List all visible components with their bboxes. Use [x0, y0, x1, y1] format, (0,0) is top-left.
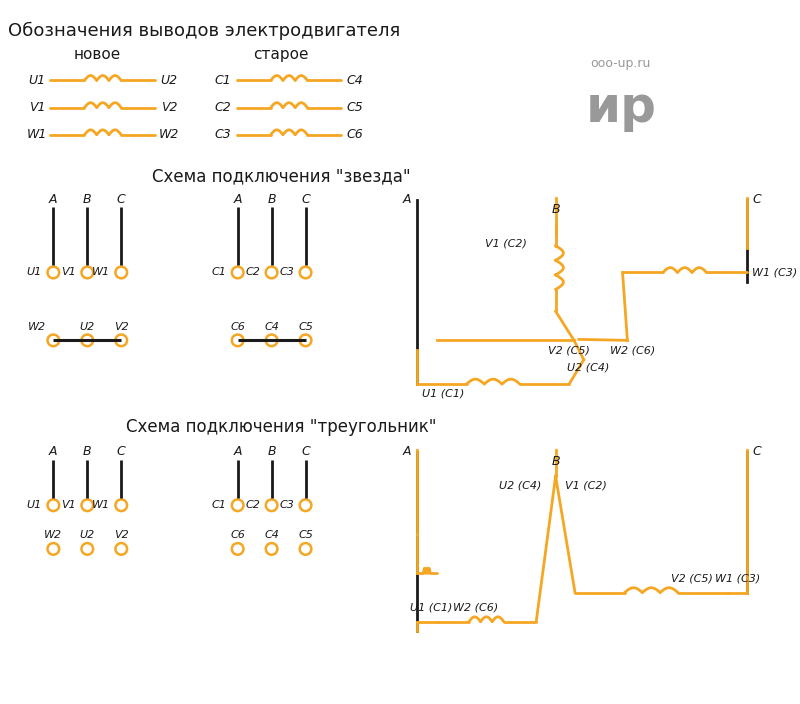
Text: C6: C6 [346, 128, 363, 142]
Text: W1: W1 [91, 501, 110, 510]
Text: B: B [267, 193, 276, 206]
Text: U1: U1 [28, 74, 46, 87]
Text: B: B [551, 455, 560, 468]
Text: Схема подключения "звезда": Схема подключения "звезда" [152, 168, 410, 186]
Text: A: A [234, 446, 242, 458]
Text: U2 (C4): U2 (C4) [567, 363, 610, 372]
Text: V2: V2 [114, 322, 129, 332]
Text: U1: U1 [26, 268, 42, 277]
Text: старое: старое [254, 47, 309, 63]
Text: B: B [83, 193, 92, 206]
Text: A: A [234, 193, 242, 206]
Text: C4: C4 [264, 530, 279, 541]
Text: C6: C6 [230, 322, 245, 332]
Text: A: A [49, 193, 58, 206]
Text: W1: W1 [91, 268, 110, 277]
Text: U1: U1 [26, 501, 42, 510]
Text: C5: C5 [298, 530, 313, 541]
Text: C1: C1 [211, 268, 226, 277]
Text: A: A [402, 193, 411, 206]
Text: V2: V2 [161, 101, 177, 114]
Text: ooo-up.ru: ooo-up.ru [590, 58, 651, 70]
Text: новое: новое [74, 47, 121, 63]
Text: B: B [83, 446, 92, 458]
Text: C: C [753, 193, 762, 206]
Text: V2 (C5): V2 (C5) [671, 573, 713, 583]
Text: V1: V1 [29, 101, 45, 114]
Text: W1 (C3): W1 (C3) [714, 573, 760, 583]
Text: A: A [402, 446, 411, 458]
Text: V1 (C2): V1 (C2) [485, 239, 526, 249]
Text: W2: W2 [158, 128, 179, 142]
Text: C1: C1 [214, 74, 231, 87]
Text: B: B [551, 203, 560, 216]
Text: C2: C2 [245, 268, 260, 277]
Text: C2: C2 [214, 101, 231, 114]
Text: C3: C3 [214, 128, 231, 142]
Text: U1 (C1): U1 (C1) [410, 602, 453, 612]
Text: Обозначения выводов электродвигателя: Обозначения выводов электродвигателя [8, 23, 400, 40]
Text: U1 (C1): U1 (C1) [422, 389, 464, 398]
Text: V1 (C2): V1 (C2) [566, 481, 607, 491]
Text: B: B [267, 446, 276, 458]
Text: C5: C5 [346, 101, 363, 114]
Text: U2: U2 [80, 530, 95, 541]
Text: U2 (C4): U2 (C4) [498, 481, 541, 491]
Text: C6: C6 [230, 530, 245, 541]
Text: C1: C1 [211, 501, 226, 510]
Text: V1: V1 [61, 501, 76, 510]
Text: C2: C2 [245, 501, 260, 510]
Text: W2 (C6): W2 (C6) [610, 345, 655, 355]
Text: C4: C4 [346, 74, 363, 87]
Text: C3: C3 [279, 268, 294, 277]
Text: C3: C3 [279, 501, 294, 510]
Text: C: C [301, 446, 310, 458]
Text: C: C [117, 446, 126, 458]
Text: U2: U2 [160, 74, 178, 87]
Text: C: C [117, 193, 126, 206]
Text: A: A [49, 446, 58, 458]
Text: W1 (C3): W1 (C3) [752, 268, 797, 277]
Text: V2 (C5): V2 (C5) [548, 345, 590, 355]
Text: W2: W2 [27, 322, 46, 332]
Text: W2: W2 [44, 530, 62, 541]
Text: W2 (C6): W2 (C6) [453, 602, 498, 612]
Text: V2: V2 [114, 530, 129, 541]
Text: W1: W1 [26, 128, 47, 142]
Text: Схема подключения "треугольник": Схема подключения "треугольник" [126, 418, 437, 436]
Text: C4: C4 [264, 322, 279, 332]
Text: U2: U2 [80, 322, 95, 332]
Text: C: C [301, 193, 310, 206]
Text: ир: ир [586, 84, 656, 132]
Text: C5: C5 [298, 322, 313, 332]
Text: C: C [753, 446, 762, 458]
Text: V1: V1 [61, 268, 76, 277]
